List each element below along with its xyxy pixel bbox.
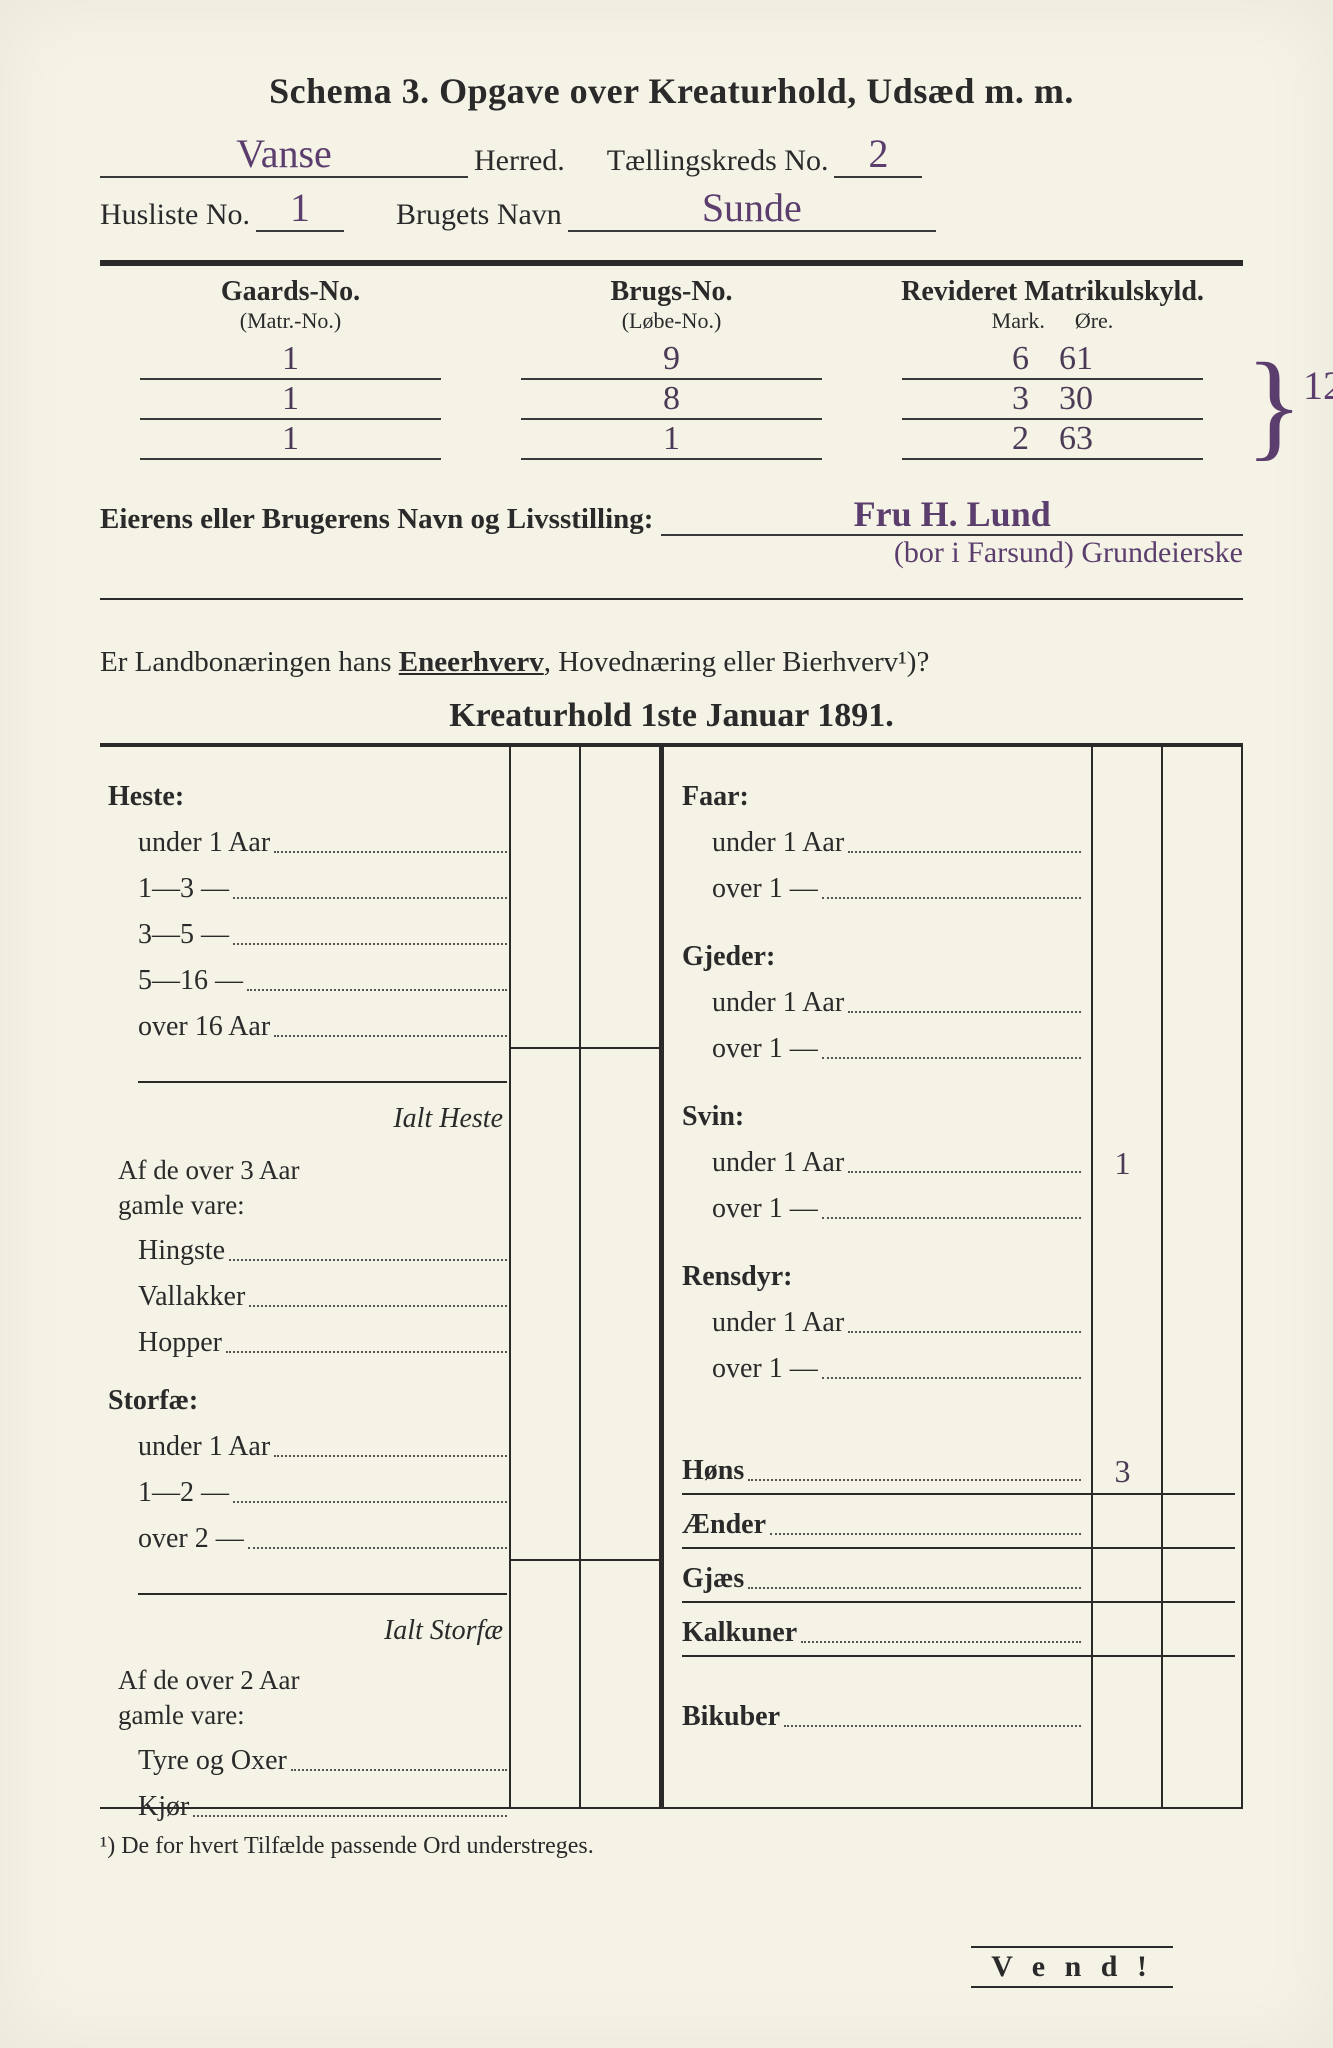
g0: 1 xyxy=(140,340,441,380)
q-u: Eneerhverv xyxy=(399,646,544,678)
f-u1: under 1 Aar xyxy=(682,827,844,859)
rule-thin-1 xyxy=(100,598,1243,600)
mh3a: Mark. xyxy=(992,308,1045,334)
vallakker: Vallakker xyxy=(108,1281,245,1313)
col-right: Faar: under 1 Aar over 1 — Gjeder: under… xyxy=(661,747,1243,1807)
r-u1: under 1 Aar xyxy=(682,1307,844,1339)
owner-line: Eierens eller Brugerens Navn og Livsstil… xyxy=(100,500,1243,536)
o1: 30 xyxy=(1059,382,1093,416)
document-page: Schema 3. Opgave over Kreaturhold, Udsæd… xyxy=(0,0,1333,2048)
bikuber: Bikuber xyxy=(682,1701,780,1733)
mh1: Gaards-No. xyxy=(221,276,360,307)
tyre: Tyre og Oxer xyxy=(108,1745,287,1777)
r-o1: over 1 — xyxy=(682,1353,818,1385)
husliste-value: 1 xyxy=(290,188,310,228)
col-left: Heste: under 1 Aar 1—3 — 3—5 — 5—16 — ov… xyxy=(100,747,661,1807)
line-herred: Vanse Herred. Tællingskreds No. 2 xyxy=(100,142,1243,178)
hopper: Hopper xyxy=(108,1327,222,1359)
g-u1: under 1 Aar xyxy=(682,987,844,1019)
owner-value2: (bor i Farsund) Grundeierske xyxy=(894,536,1243,569)
kreds-label: Tællingskreds No. xyxy=(607,144,829,178)
col-left-lines xyxy=(511,747,661,1807)
col-right-lines xyxy=(1093,747,1243,1807)
b1: 8 xyxy=(521,380,822,420)
h-13: 1—3 — xyxy=(108,873,229,905)
hons: Høns xyxy=(682,1455,744,1487)
herred-value: Vanse xyxy=(236,134,332,174)
owner-label: Eierens eller Brugerens Navn og Livsstil… xyxy=(100,503,653,536)
mh2s: (Løbe-No.) xyxy=(481,308,862,334)
owner-value: Fru H. Lund xyxy=(854,496,1051,532)
footnote: ¹) De for hvert Tilfælde passende Ord un… xyxy=(100,1833,1243,1860)
h-u1: under 1 Aar xyxy=(108,827,270,859)
g2: 1 xyxy=(140,420,441,460)
aender: Ænder xyxy=(682,1509,766,1541)
question-line: Er Landbonæringen hans Eneerhverv, Hoved… xyxy=(100,646,1243,679)
mrow-0: 1 9 6 61 xyxy=(100,340,1243,380)
m2: 2 xyxy=(1012,422,1029,456)
s-o2: over 2 — xyxy=(108,1523,244,1555)
matrikul-table: Gaards-No. Brugs-No. Revideret Matrikuls… xyxy=(100,276,1243,460)
mrow-2: 1 1 2 63 xyxy=(100,420,1243,460)
brace-icon: } xyxy=(1245,336,1303,474)
q-pre: Er Landbonæringen hans xyxy=(100,646,399,678)
schema-heading: Schema 3. Opgave over Kreaturhold, Udsæd… xyxy=(100,70,1243,112)
mh1s: (Matr.-No.) xyxy=(100,308,481,334)
s-12: 1—2 — xyxy=(108,1477,229,1509)
sv-u1: under 1 Aar xyxy=(682,1147,844,1179)
o0: 61 xyxy=(1059,342,1093,376)
kalkuner: Kalkuner xyxy=(682,1617,797,1649)
husliste-label: Husliste No. xyxy=(100,198,250,232)
h-516: 5—16 — xyxy=(108,965,243,997)
hingste: Hingste xyxy=(108,1235,225,1267)
h-35: 3—5 — xyxy=(108,919,229,951)
mh3: Revideret Matrikulskyld. xyxy=(901,276,1204,307)
o2: 63 xyxy=(1059,422,1093,456)
g1: 1 xyxy=(140,380,441,420)
m0: 6 xyxy=(1012,342,1029,376)
line-husliste: Husliste No. 1 Brugets Navn Sunde xyxy=(100,196,1243,232)
sv-o1: over 1 — xyxy=(682,1193,818,1225)
kjor: Kjør xyxy=(108,1791,189,1823)
b2: 1 xyxy=(521,420,822,460)
s-total: Ialt Storfæ xyxy=(384,1615,511,1647)
brugets-value: Sunde xyxy=(702,188,802,228)
brace-sum: 12,54 xyxy=(1303,366,1333,406)
s-u1: under 1 Aar xyxy=(108,1431,270,1463)
kreds-value: 2 xyxy=(868,134,888,174)
vend-label: V e n d ! xyxy=(971,1946,1173,1988)
mh2: Brugs-No. xyxy=(610,276,732,307)
brugets-label: Brugets Navn xyxy=(396,198,562,232)
h-o16: over 16 Aar xyxy=(108,1011,270,1043)
rule-thick-1 xyxy=(100,260,1243,266)
form-grid: Heste: under 1 Aar 1—3 — 3—5 — 5—16 — ov… xyxy=(100,743,1243,1809)
gjaes: Gjæs xyxy=(682,1563,744,1595)
mrow-1: 1 8 3 30 xyxy=(100,380,1243,420)
mh3b: Øre. xyxy=(1075,308,1113,334)
g-o1: over 1 — xyxy=(682,1033,818,1065)
herred-label: Herred. xyxy=(474,144,565,178)
b0: 9 xyxy=(521,340,822,380)
h-total: Ialt Heste xyxy=(393,1103,511,1135)
m1: 3 xyxy=(1012,382,1029,416)
f-o1: over 1 — xyxy=(682,873,818,905)
q-post: , Hovednæring eller Bierhverv¹)? xyxy=(544,646,930,678)
kreaturhold-heading: Kreaturhold 1ste Januar 1891. xyxy=(100,697,1243,735)
